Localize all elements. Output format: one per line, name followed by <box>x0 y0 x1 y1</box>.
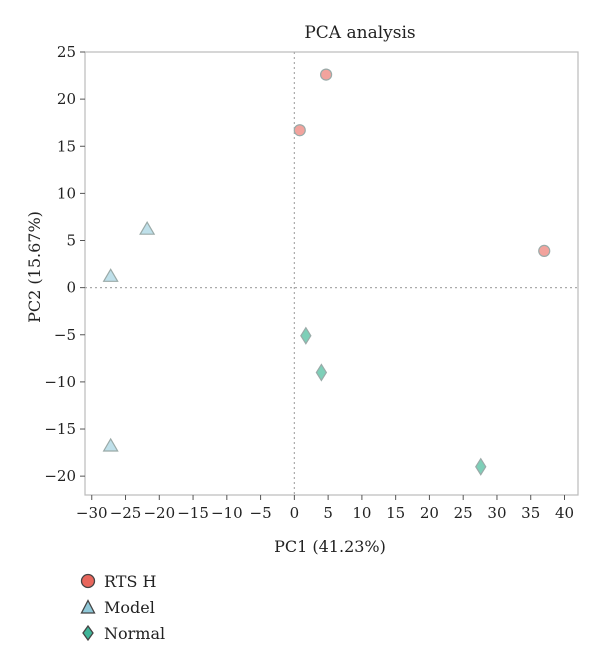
point-model <box>102 437 119 452</box>
y-tick-label: −15 <box>44 420 76 438</box>
x-tick-label: −15 <box>177 504 209 522</box>
y-tick-label: 20 <box>57 90 76 108</box>
y-tick-label: 15 <box>57 137 76 155</box>
plot-frame <box>84 51 579 496</box>
chart-title: PCA analysis <box>304 23 415 43</box>
y-tick-label: −5 <box>54 326 76 344</box>
x-tick-label: 10 <box>352 504 371 522</box>
legend-item-normal: Normal <box>80 620 165 646</box>
x-tick-label: 15 <box>386 504 405 522</box>
x-tick-label: 5 <box>323 504 333 522</box>
pca-scatter-chart: PCA analysis −30 −25 −20 −15 −10 −5 0 5 10 15 20 25… <box>25 23 579 556</box>
x-tick-label: 20 <box>420 504 439 522</box>
x-tick-label: −5 <box>250 504 272 522</box>
legend-label-model: Model <box>104 597 155 617</box>
point-normal <box>475 457 487 476</box>
x-axis-title: PC1 (41.23%) <box>274 537 386 556</box>
point-rts-h <box>319 68 333 81</box>
circle-marker-icon <box>80 573 96 589</box>
plot-area: −30 −25 −20 −15 −10 −5 0 5 10 15 20 25 30 35 40−20−15−… <box>44 43 579 522</box>
legend-item-model: Model <box>80 594 165 620</box>
triangle-marker-icon <box>80 599 96 614</box>
x-tick-label: 25 <box>454 504 473 522</box>
x-tick-label: 0 <box>290 504 300 522</box>
y-tick-label: 25 <box>57 43 76 61</box>
y-tick-label: 5 <box>66 232 76 250</box>
point-rts-h <box>538 244 551 257</box>
x-tick-label: −20 <box>143 504 175 522</box>
point-normal <box>300 326 312 345</box>
y-tick-label: −10 <box>44 373 76 391</box>
legend: RTS H Model Normal <box>80 568 165 646</box>
y-tick-label: −20 <box>44 467 76 485</box>
y-tick-label: 10 <box>57 184 76 202</box>
x-tick-label: −25 <box>110 504 142 522</box>
x-tick-label: −30 <box>76 504 108 522</box>
x-tick-label: 35 <box>521 504 540 522</box>
point-normal <box>315 363 328 382</box>
point-rts-h <box>293 124 306 137</box>
x-tick-label: 30 <box>487 504 506 522</box>
legend-label-normal: Normal <box>104 623 166 643</box>
y-axis-title: PC2 (15.67%) <box>25 211 44 323</box>
legend-label-rts-h: RTS H <box>104 571 157 591</box>
x-tick-label: −10 <box>211 504 243 522</box>
legend-item-rts-h: RTS H <box>80 568 165 594</box>
y-tick-label: 0 <box>66 279 76 297</box>
point-model <box>139 221 156 235</box>
diamond-marker-icon <box>82 625 94 641</box>
point-model <box>102 268 119 282</box>
x-tick-label: 40 <box>555 504 574 522</box>
